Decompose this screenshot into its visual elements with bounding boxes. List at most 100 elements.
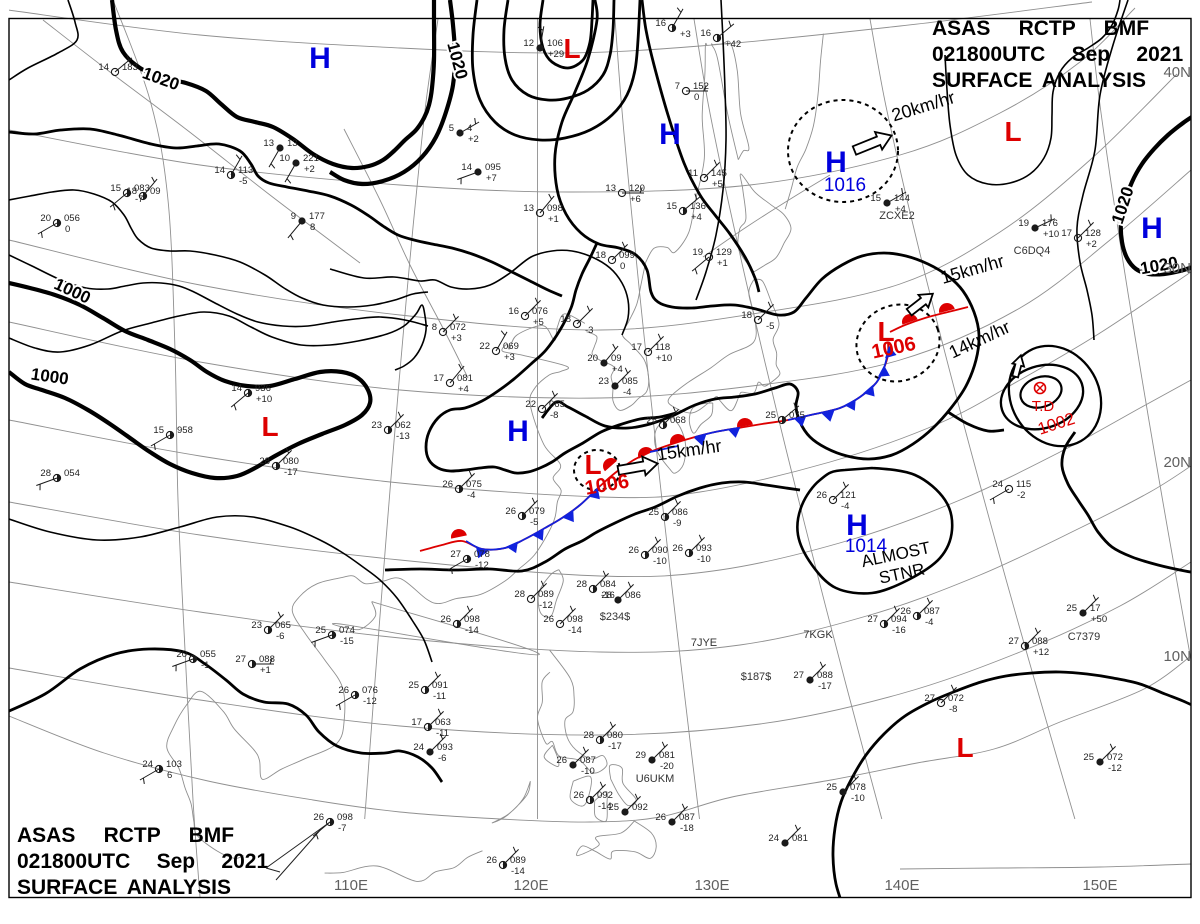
svg-text:0: 0 [65, 224, 70, 235]
svg-text:25: 25 [1083, 752, 1094, 763]
svg-text:10: 10 [279, 153, 290, 164]
svg-text:30N: 30N [1163, 260, 1191, 277]
svg-text:15: 15 [153, 425, 164, 436]
svg-text:144: 144 [894, 193, 910, 204]
svg-text:145: 145 [711, 168, 727, 179]
svg-text:ASAS RCTP BMF: ASAS RCTP BMF [932, 17, 1149, 40]
svg-text:098: 098 [337, 812, 353, 823]
svg-text:27: 27 [867, 614, 878, 625]
svg-text:L: L [1004, 116, 1021, 147]
svg-text:089: 089 [538, 589, 554, 600]
svg-text:-11: -11 [433, 691, 446, 702]
svg-text:+29: +29 [548, 49, 564, 60]
svg-text:-14: -14 [511, 866, 525, 877]
svg-text:089: 089 [510, 855, 526, 866]
svg-text:H: H [1141, 212, 1163, 245]
svg-text:L: L [956, 732, 973, 763]
svg-text:15: 15 [666, 201, 677, 212]
svg-text:-9: -9 [673, 518, 681, 529]
svg-text:103: 103 [166, 759, 182, 770]
svg-text:-5: -5 [530, 517, 538, 528]
svg-text:+1: +1 [717, 258, 728, 269]
svg-text:14: 14 [98, 62, 109, 73]
svg-text:8: 8 [432, 322, 437, 333]
svg-text:936: 936 [255, 383, 271, 394]
svg-text:-1: -1 [201, 660, 209, 671]
svg-text:26: 26 [556, 755, 567, 766]
svg-text:-10: -10 [653, 556, 667, 567]
svg-text:17: 17 [1090, 603, 1101, 614]
svg-text:40N: 40N [1163, 64, 1191, 81]
svg-text:-7: -7 [338, 823, 346, 834]
svg-text:072: 072 [948, 693, 964, 704]
svg-text:120: 120 [629, 183, 645, 194]
svg-text:150E: 150E [1082, 877, 1117, 894]
svg-text:09: 09 [150, 186, 161, 197]
svg-text:072: 072 [1107, 752, 1123, 763]
svg-text:28: 28 [576, 579, 587, 590]
svg-text:25: 25 [408, 680, 419, 691]
svg-text:+5: +5 [533, 317, 544, 328]
svg-text:093: 093 [437, 742, 453, 753]
svg-text:+1: +1 [548, 214, 559, 225]
svg-text:-12: -12 [539, 600, 553, 611]
svg-text:115: 115 [1016, 479, 1031, 490]
svg-text:12: 12 [523, 38, 534, 49]
svg-text:+3: +3 [504, 352, 515, 363]
svg-text:26: 26 [573, 790, 584, 801]
svg-text:113: 113 [238, 165, 253, 176]
svg-text:C6DQ4: C6DQ4 [1014, 245, 1051, 257]
svg-text:078: 078 [850, 782, 866, 793]
svg-text:17: 17 [433, 373, 444, 384]
svg-text:13: 13 [523, 203, 534, 214]
svg-text:25: 25 [826, 782, 837, 793]
svg-text:-8: -8 [550, 410, 558, 421]
svg-text:L: L [563, 33, 580, 64]
svg-text:-5: -5 [239, 176, 247, 187]
svg-text:26: 26 [672, 543, 683, 554]
svg-text:15: 15 [110, 183, 121, 194]
svg-text:081: 081 [457, 373, 473, 384]
svg-text:+12: +12 [1033, 647, 1049, 658]
svg-text:130E: 130E [694, 877, 729, 894]
svg-text:106: 106 [547, 38, 563, 49]
svg-text:080: 080 [283, 456, 299, 467]
svg-text:27: 27 [924, 693, 935, 704]
svg-text:17: 17 [631, 342, 642, 353]
svg-text:$234$: $234$ [600, 611, 631, 623]
svg-text:17: 17 [1061, 228, 1072, 239]
svg-text:-17: -17 [608, 741, 622, 752]
svg-text:176: 176 [1042, 218, 1058, 229]
svg-text:-12: -12 [363, 696, 377, 707]
svg-text:+10: +10 [1043, 229, 1059, 240]
svg-text:-12: -12 [1108, 763, 1122, 774]
svg-text:-10: -10 [697, 554, 711, 565]
svg-text:29: 29 [635, 750, 646, 761]
svg-text:28: 28 [601, 590, 612, 601]
svg-text:-11: -11 [436, 728, 449, 739]
svg-text:087: 087 [580, 755, 596, 766]
svg-text:7JYE: 7JYE [691, 637, 717, 649]
svg-text:183: 183 [122, 62, 138, 73]
svg-text:$187$: $187$ [741, 671, 772, 683]
svg-text:056: 056 [64, 213, 80, 224]
svg-text:11: 11 [688, 168, 698, 179]
svg-text:28: 28 [583, 730, 594, 741]
svg-text:27: 27 [235, 654, 246, 665]
svg-text:-14: -14 [465, 625, 479, 636]
svg-text:24: 24 [768, 833, 779, 844]
svg-text:25: 25 [765, 410, 776, 421]
svg-text:27: 27 [450, 549, 461, 560]
svg-text:+3: +3 [680, 29, 691, 40]
svg-text:062: 062 [395, 420, 411, 431]
svg-text:120E: 120E [513, 877, 548, 894]
svg-text:25: 25 [608, 802, 619, 813]
svg-text:-17: -17 [818, 681, 832, 692]
svg-text:-3: -3 [585, 325, 593, 336]
svg-text:+5: +5 [712, 179, 723, 190]
svg-text:+50: +50 [1091, 614, 1107, 625]
svg-text:SURFACE ANALYSIS: SURFACE ANALYSIS [932, 69, 1146, 92]
svg-text:+10: +10 [656, 353, 672, 364]
svg-text:T.D: T.D [1032, 398, 1055, 415]
svg-text:25: 25 [646, 415, 657, 426]
